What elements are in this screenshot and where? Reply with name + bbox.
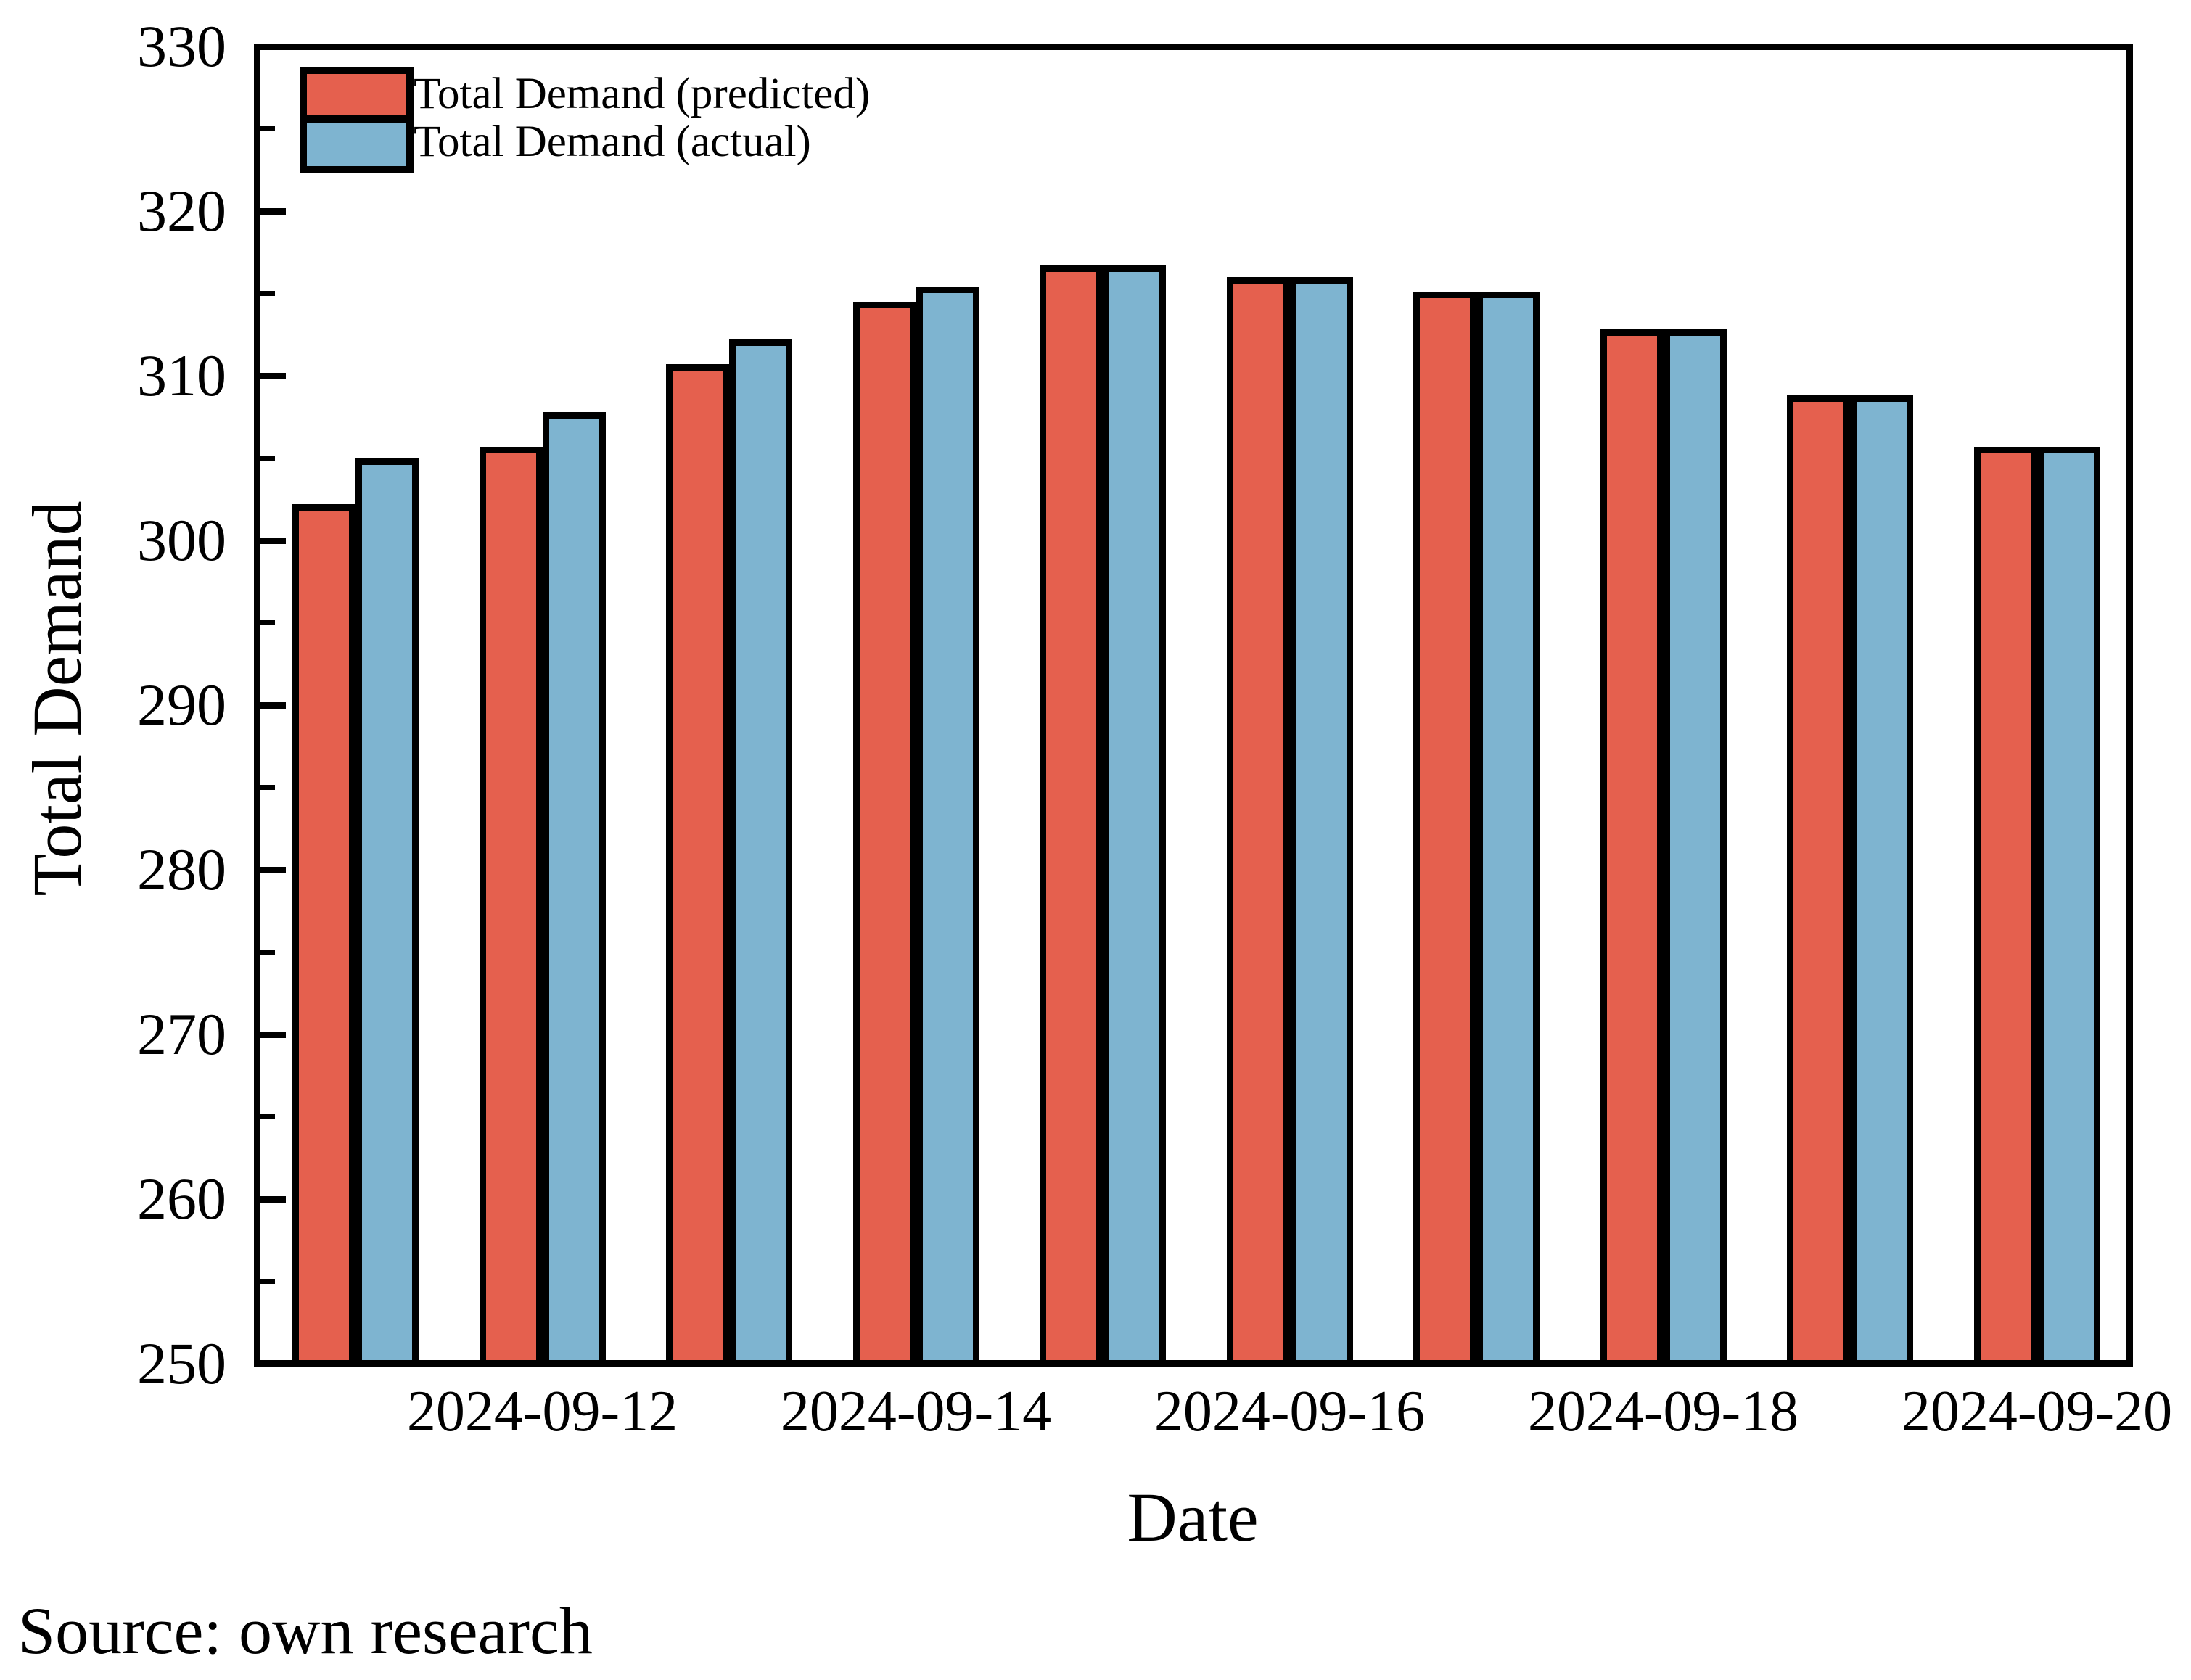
bar-actual-2024-09-16	[1289, 276, 1353, 1367]
bar-predicted-2024-09-19	[1787, 395, 1850, 1367]
y-minor-tick	[260, 456, 275, 461]
y-minor-tick	[260, 950, 275, 955]
y-tick-label: 330	[137, 13, 226, 79]
bar-actual-2024-09-14	[916, 287, 979, 1367]
bar-predicted-2024-09-18	[1600, 329, 1664, 1367]
y-tick-label: 300	[137, 507, 226, 573]
y-minor-tick	[260, 620, 275, 625]
bar-actual-2024-09-11	[355, 458, 419, 1367]
bar-actual-2024-09-13	[729, 339, 792, 1367]
y-tick-label: 320	[137, 178, 226, 244]
y-minor-tick	[260, 785, 275, 790]
legend-label-predicted: Total Demand (predicted)	[414, 70, 871, 118]
y-major-tick	[260, 1031, 286, 1038]
x-tick-label: 2024-09-16	[1154, 1380, 1426, 1444]
bar-predicted-2024-09-16	[1226, 276, 1290, 1367]
y-major-tick	[260, 372, 286, 379]
x-tick-label: 2024-09-20	[1901, 1380, 2173, 1444]
bar-predicted-2024-09-15	[1040, 265, 1103, 1367]
y-tick-label: 270	[137, 1001, 226, 1067]
source-note: Source: own research	[18, 1594, 593, 1668]
legend-label-actual: Total Demand (actual)	[414, 118, 811, 166]
x-tick-label: 2024-09-18	[1527, 1380, 1799, 1444]
y-tick-label: 290	[137, 672, 226, 738]
y-tick-label: 280	[137, 836, 226, 902]
y-minor-tick	[260, 1279, 275, 1284]
bar-actual-2024-09-20	[2036, 446, 2100, 1367]
bar-actual-2024-09-18	[1663, 329, 1727, 1367]
y-tick-label: 310	[137, 342, 226, 408]
y-major-tick	[260, 207, 286, 215]
x-tick-label: 2024-09-12	[406, 1380, 678, 1444]
bar-predicted-2024-09-20	[1973, 446, 2037, 1367]
y-major-tick	[260, 537, 286, 544]
bar-actual-2024-09-15	[1103, 265, 1166, 1367]
y-tick-label: 260	[137, 1166, 226, 1232]
x-tick-label: 2024-09-14	[780, 1380, 1052, 1444]
y-tick-label: 250	[137, 1330, 226, 1396]
y-axis-title: Total Demand	[18, 501, 96, 897]
y-minor-tick	[260, 1114, 275, 1119]
bar-actual-2024-09-17	[1476, 292, 1540, 1367]
y-major-tick	[260, 701, 286, 709]
y-minor-tick	[260, 126, 275, 131]
x-axis-title: Date	[1127, 1478, 1259, 1556]
bar-actual-2024-09-12	[542, 411, 606, 1367]
bar-predicted-2024-09-11	[292, 504, 355, 1367]
bar-predicted-2024-09-12	[479, 446, 543, 1367]
legend-swatch-actual	[300, 115, 414, 173]
bar-predicted-2024-09-13	[666, 364, 729, 1367]
bar-actual-2024-09-19	[1850, 395, 1913, 1367]
bar-predicted-2024-09-14	[852, 301, 916, 1367]
y-minor-tick	[260, 291, 275, 296]
bar-predicted-2024-09-17	[1413, 292, 1476, 1367]
y-major-tick	[260, 1195, 286, 1203]
y-major-tick	[260, 866, 286, 873]
